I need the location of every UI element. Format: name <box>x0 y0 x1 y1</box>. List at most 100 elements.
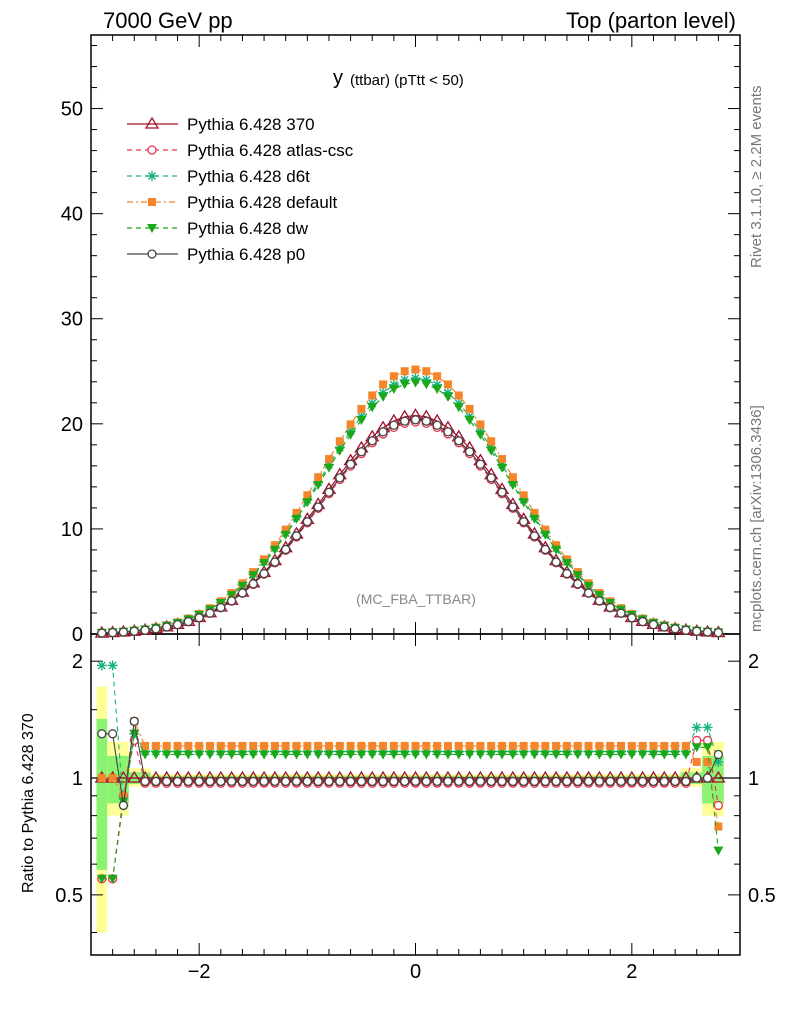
header-right: Top (parton level) <box>566 8 736 33</box>
series-point-3 <box>454 391 463 400</box>
ratio-point-5 <box>107 729 118 739</box>
series-point-3 <box>498 455 507 464</box>
series-point-2 <box>410 373 421 384</box>
series-point-4 <box>323 463 334 473</box>
ratio-point-5 <box>378 776 388 787</box>
ratio-point-5 <box>454 776 464 787</box>
series-point-5 <box>118 627 129 637</box>
series-point-5 <box>259 568 269 579</box>
ratio-point-2 <box>96 660 107 671</box>
ratio-point-4 <box>248 750 259 760</box>
ratio-point-5 <box>713 749 724 760</box>
ratio-tick-label-right: 2 <box>748 651 759 673</box>
ratio-point-4 <box>204 750 215 760</box>
series-point-5 <box>529 531 540 541</box>
series-point-4 <box>378 392 389 402</box>
series-point-4 <box>572 571 583 581</box>
ratio-tick-label: 0.5 <box>55 885 83 907</box>
ratio-tick-label: 1 <box>72 768 83 790</box>
series-point-4 <box>226 591 237 601</box>
series-point-5 <box>454 436 464 446</box>
series-point-5 <box>638 616 648 627</box>
ratio-point-5 <box>216 776 226 787</box>
ratio-point-4 <box>356 750 367 760</box>
ratio-point-0 <box>116 770 131 783</box>
series-point-2 <box>399 374 410 385</box>
y-tick-label: 20 <box>61 414 83 436</box>
ratio-point-4 <box>540 750 551 760</box>
y-tick-label: 10 <box>61 519 83 541</box>
series-point-5 <box>270 557 280 567</box>
ratio-point-4 <box>551 750 562 760</box>
ratio-point-5 <box>313 776 323 787</box>
ratio-point-2 <box>702 722 713 733</box>
y-tick-label: 0 <box>72 624 83 646</box>
series-point-2 <box>442 387 453 398</box>
series-point-4 <box>269 545 280 555</box>
ratio-point-4 <box>605 750 616 760</box>
series-point-5 <box>97 628 107 638</box>
ratio-point-5 <box>594 776 605 787</box>
legend-label-2: Pythia 6.428 d6t <box>187 167 310 186</box>
ratio-point-4 <box>659 750 670 760</box>
legend-marker-2 <box>147 171 157 181</box>
ratio-point-3 <box>638 741 647 750</box>
ratio-point-4 <box>421 750 432 760</box>
series-point-5 <box>248 579 258 589</box>
series-point-5 <box>605 602 615 613</box>
series-point-2 <box>388 379 399 390</box>
series-point-5 <box>226 596 237 606</box>
green-band <box>96 718 108 870</box>
series-point-5 <box>681 625 691 635</box>
ratio-point-5 <box>281 776 291 787</box>
ratio-point-4 <box>670 750 681 760</box>
series-point-4 <box>237 581 248 591</box>
ratio-point-3 <box>281 741 290 750</box>
series-point-4 <box>421 380 432 390</box>
series-line-4 <box>101 382 719 634</box>
series-point-4 <box>561 559 572 569</box>
series-point-4 <box>345 430 356 440</box>
ratio-point-3 <box>346 741 355 750</box>
ratio-point-4 <box>302 750 313 760</box>
ratio-point-5 <box>605 776 615 787</box>
series-point-2 <box>432 379 443 390</box>
ratio-point-4 <box>215 750 226 760</box>
ratio-point-5 <box>681 776 691 787</box>
ratio-point-3 <box>195 741 204 750</box>
analysis-label: (MC_FBA_TTBAR) <box>356 591 476 607</box>
ratio-point-5 <box>692 773 702 783</box>
ratio-point-4 <box>140 750 151 760</box>
ratio-point-5 <box>118 800 129 811</box>
series-line-5 <box>101 419 719 634</box>
ratio-point-3 <box>443 741 452 750</box>
ratio-point-2 <box>691 722 702 733</box>
ratio-point-3 <box>205 741 214 750</box>
ratio-point-4 <box>497 750 508 760</box>
ratio-point-4 <box>432 750 443 760</box>
header-left: 7000 GeV pp <box>103 8 233 33</box>
ratio-point-4 <box>486 750 497 760</box>
ratio-point-5 <box>248 776 258 787</box>
series-point-4 <box>453 403 464 413</box>
ratio-point-4 <box>453 750 464 760</box>
series-point-5 <box>291 531 302 541</box>
ratio-point-4 <box>388 750 399 760</box>
ratio-point-5 <box>464 776 475 787</box>
series-point-4 <box>410 378 421 388</box>
series-point-5 <box>302 517 312 527</box>
series-point-5 <box>216 602 226 613</box>
ratio-point-3 <box>162 741 171 750</box>
y-tick-label: 30 <box>61 309 83 331</box>
ratio-point-5 <box>140 776 150 787</box>
ratio-point-5 <box>151 776 161 787</box>
y-tick-label: 50 <box>61 99 83 121</box>
series-point-5 <box>497 487 507 497</box>
ratio-point-5 <box>638 776 648 787</box>
series-point-5 <box>410 415 421 425</box>
series-point-2 <box>421 374 432 385</box>
series-point-5 <box>508 502 518 512</box>
ratio-point-2 <box>713 756 724 767</box>
series-point-4 <box>486 446 497 456</box>
series-point-4 <box>280 530 291 540</box>
